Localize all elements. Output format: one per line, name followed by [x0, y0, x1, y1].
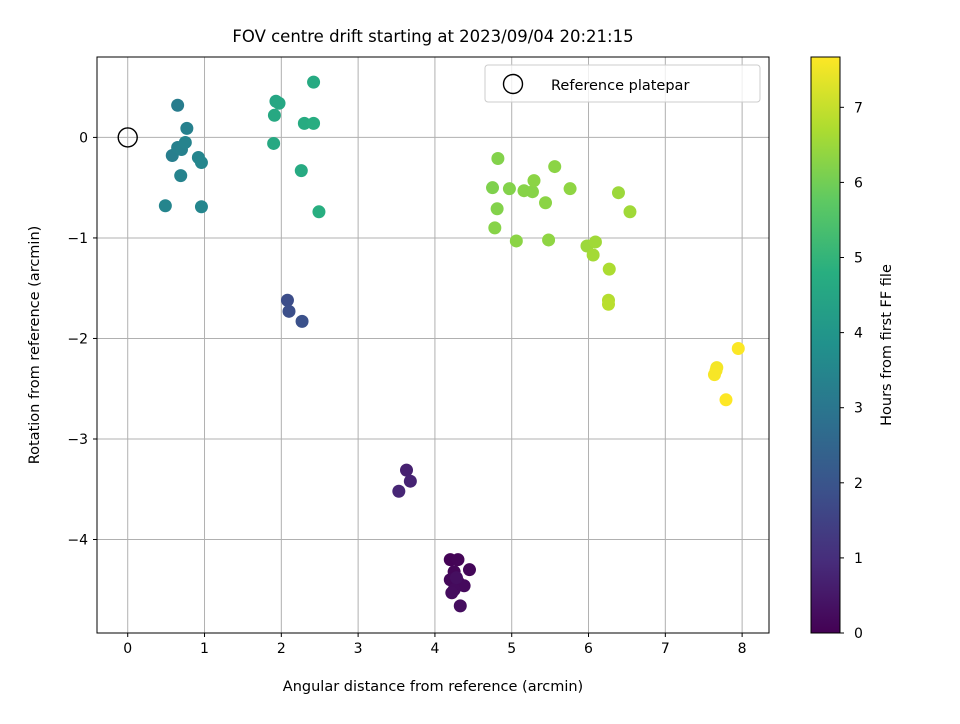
legend: Reference platepar: [484, 64, 761, 103]
data-point: [488, 221, 502, 235]
x-tick-label: 5: [507, 641, 516, 657]
colorbar-tick-label: 0: [854, 626, 863, 642]
colorbar-tick-label: 7: [854, 100, 863, 116]
x-tick-label: 0: [123, 641, 132, 657]
y-tick-label: −1: [67, 231, 88, 247]
data-point: [297, 116, 311, 130]
data-point: [453, 599, 467, 613]
colorbar-label: Hours from first FF file: [879, 264, 895, 426]
legend-marker: [502, 73, 524, 95]
data-point: [462, 563, 476, 577]
data-point: [602, 262, 616, 276]
data-point: [486, 181, 500, 195]
y-tick-label: −3: [67, 432, 88, 448]
y-tick-label: −4: [67, 533, 88, 549]
data-point: [611, 186, 625, 200]
x-tick-label: 8: [738, 641, 747, 657]
data-point: [400, 463, 414, 477]
data-point: [392, 484, 406, 498]
data-point: [307, 116, 321, 130]
legend-box: [484, 64, 761, 103]
x-tick-label: 3: [354, 641, 363, 657]
data-point: [294, 164, 308, 178]
colorbar-tick-label: 3: [854, 401, 863, 417]
data-point: [527, 174, 541, 188]
data-point: [719, 393, 733, 407]
data-point: [586, 248, 600, 262]
chart-title: FOV centre drift starting at 2023/09/04 …: [232, 27, 633, 46]
data-points: [117, 75, 745, 613]
data-point: [272, 96, 286, 110]
x-tick-label: 4: [430, 641, 439, 657]
data-point: [267, 108, 281, 122]
data-point: [171, 98, 185, 112]
data-point: [174, 169, 188, 183]
data-point: [194, 156, 208, 170]
colorbar-tick-label: 6: [854, 175, 863, 191]
data-point: [295, 314, 309, 328]
data-point: [525, 185, 539, 199]
y-axis-label: Rotation from reference (arcmin): [27, 226, 43, 465]
data-point: [280, 293, 294, 307]
data-point: [601, 297, 615, 311]
data-point: [307, 75, 321, 89]
x-tick-label: 7: [661, 641, 670, 657]
data-point: [451, 553, 465, 567]
data-point: [623, 205, 637, 219]
data-point: [194, 200, 208, 214]
colorbar-tick-label: 1: [854, 551, 863, 567]
data-point: [502, 182, 516, 196]
data-point: [588, 235, 602, 249]
colorbar-ticks: 0 1 2 3 4 5 6 7: [840, 100, 863, 642]
data-point: [180, 121, 194, 135]
x-tick-label: 6: [584, 641, 593, 657]
y-tick-label: 0: [79, 130, 88, 146]
data-point: [707, 368, 721, 382]
x-tick-label: 1: [200, 641, 209, 657]
x-axis-label: Angular distance from reference (arcmin): [283, 679, 583, 695]
data-point: [563, 182, 577, 196]
plot-frame: [96, 56, 770, 634]
x-axis-ticks: 0 1 2 3 4 5 6 7 8: [123, 633, 747, 657]
data-point: [158, 199, 172, 213]
data-point: [445, 586, 459, 600]
x-tick-label: 2: [277, 641, 286, 657]
colorbar: 0 1 2 3 4 5 6 7 Hours from first FF file: [810, 56, 895, 642]
data-point: [449, 571, 463, 585]
legend-label: Reference platepar: [551, 78, 689, 94]
data-point: [509, 234, 523, 248]
data-point: [457, 579, 471, 593]
data-point: [731, 342, 745, 356]
data-point: [282, 304, 296, 318]
reference-point-marker: [117, 127, 138, 148]
colorbar-tick-label: 2: [854, 476, 863, 492]
grid-lines: [97, 57, 769, 633]
y-axis-ticks: 0 −1 −2 −3 −4: [67, 130, 97, 549]
colorbar-tick-label: 4: [854, 326, 863, 342]
data-point: [267, 136, 281, 150]
data-point: [548, 160, 562, 174]
colorbar-gradient: [810, 56, 841, 634]
data-point: [490, 202, 504, 216]
data-point: [539, 196, 553, 210]
data-point: [312, 205, 326, 219]
y-tick-label: −2: [67, 331, 88, 347]
colorbar-tick-label: 5: [854, 251, 863, 267]
data-point: [491, 152, 505, 166]
data-point: [542, 233, 556, 247]
data-point: [178, 135, 192, 149]
data-point: [403, 474, 417, 488]
